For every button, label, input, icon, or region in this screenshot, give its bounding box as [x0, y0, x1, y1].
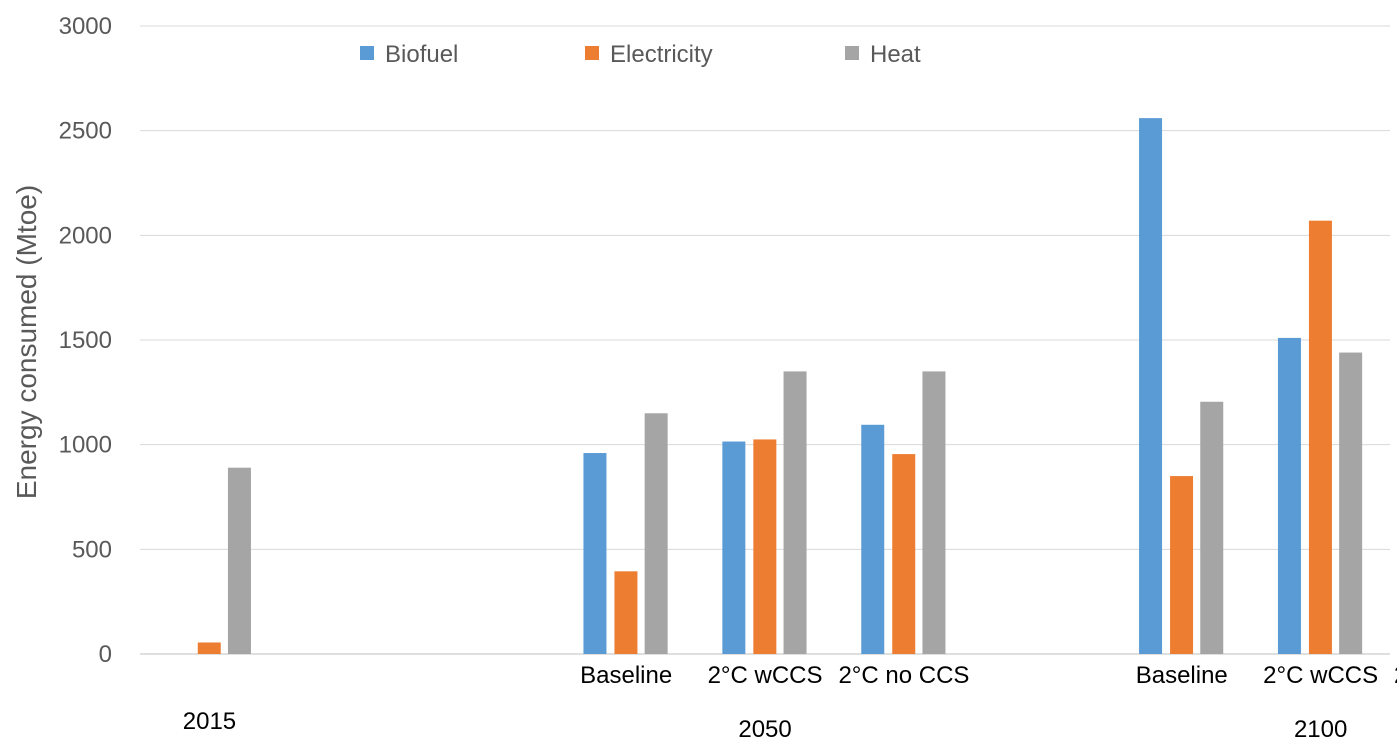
- category-label: 2°C wCCS: [708, 662, 823, 689]
- bar-biofuel: [1277, 337, 1301, 654]
- bars: [197, 118, 1363, 654]
- y-axis-label: Energy consumed (Mtoe): [11, 185, 42, 499]
- bar-biofuel: [861, 424, 885, 654]
- category-label: Baseline: [1136, 662, 1228, 689]
- bar-electricity: [892, 454, 916, 654]
- bar-biofuel: [583, 453, 607, 654]
- legend-label-heat: Heat: [870, 41, 921, 68]
- bar-biofuel: [1139, 118, 1163, 654]
- category-label: 2°C no CCS: [838, 662, 969, 689]
- legend-swatch-heat: [845, 46, 859, 60]
- y-axis-ticks: 0 500 1000 1500 2000 2500 3000: [59, 13, 112, 668]
- y-tick-label: 2500: [59, 118, 112, 145]
- legend-swatch-electricity: [585, 46, 599, 60]
- y-tick-label: 2000: [59, 222, 112, 249]
- group-label: 2100: [1294, 716, 1347, 740]
- bar-electricity: [753, 439, 777, 654]
- bar-electricity: [1308, 220, 1332, 654]
- bar-heat: [1339, 352, 1363, 654]
- category-label: 2°C wCCS: [1263, 662, 1378, 689]
- bar-heat: [783, 371, 807, 654]
- bar-heat: [644, 413, 668, 654]
- legend: Biofuel Electricity Heat: [360, 41, 921, 68]
- y-tick-label: 3000: [59, 13, 112, 40]
- bar-heat: [922, 371, 946, 654]
- legend-swatch-biofuel: [360, 46, 374, 60]
- y-tick-label: 1000: [59, 432, 112, 459]
- group-label: 2015: [183, 708, 236, 735]
- category-label: Baseline: [580, 662, 672, 689]
- y-tick-label: 0: [99, 641, 112, 668]
- group-label: 2050: [738, 716, 791, 740]
- bar-electricity: [197, 642, 221, 654]
- legend-label-biofuel: Biofuel: [385, 41, 458, 68]
- bar-heat: [227, 467, 251, 654]
- x-axis-labels: 2015 Baseline 2°C wCCS 2°C no CCS 2050 Baseli…: [183, 662, 1397, 740]
- legend-label-electricity: Electricity: [610, 41, 713, 68]
- bar-electricity: [1170, 476, 1194, 654]
- bar-biofuel: [722, 441, 746, 654]
- bar-heat: [1200, 401, 1224, 654]
- category-label: 2°C no CCS: [1394, 662, 1397, 689]
- y-tick-label: 1500: [59, 327, 112, 354]
- bar-electricity: [614, 571, 638, 654]
- y-tick-label: 500: [72, 536, 112, 563]
